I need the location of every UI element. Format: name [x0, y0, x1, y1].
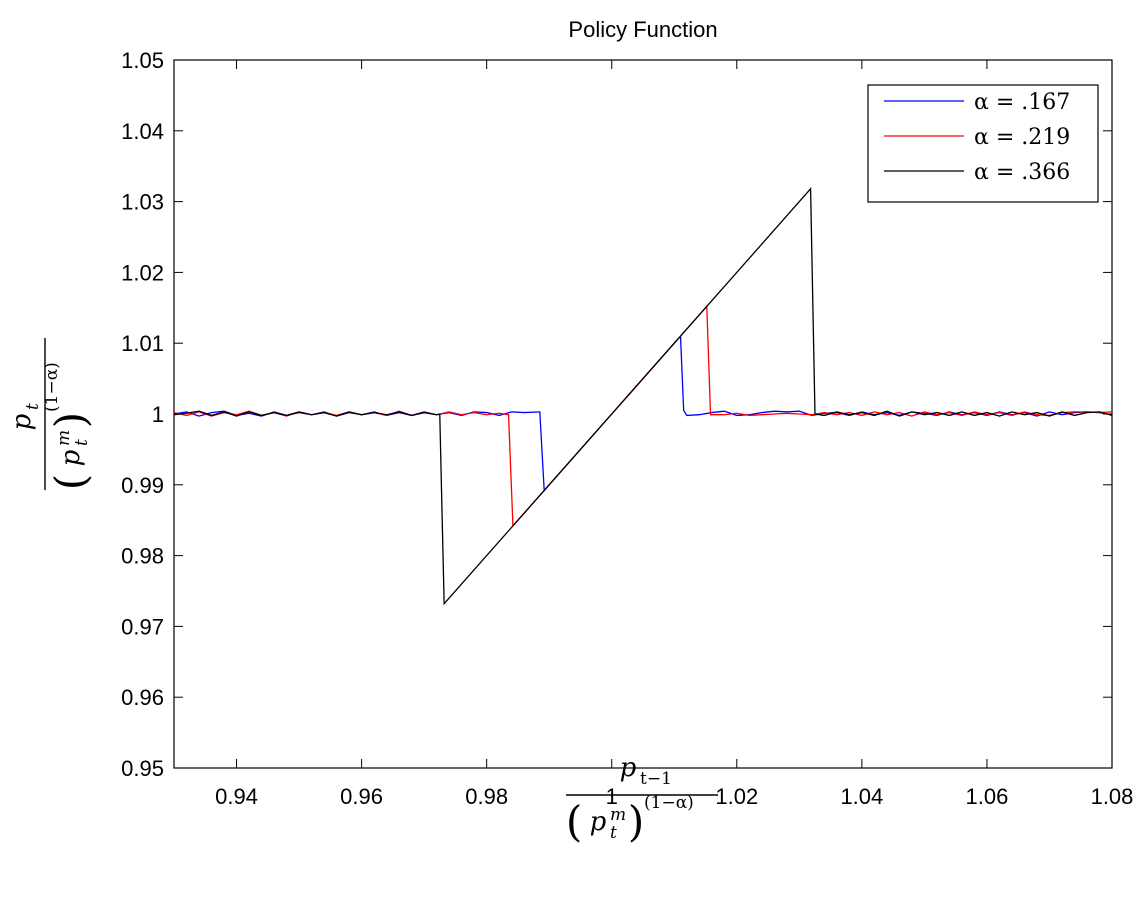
ylabel-numerator: p	[7, 413, 37, 430]
xlabel-denominator-sup: m	[610, 805, 626, 825]
x-tick-label: 0.96	[340, 784, 383, 809]
x-tick-label: 0.98	[465, 784, 508, 809]
ylabel-denominator-sup: m	[54, 430, 74, 446]
ylabel-denominator-sub: t	[72, 439, 92, 446]
xlabel-exponent: (1−α)	[644, 793, 694, 813]
ylabel-numerator-sub: t	[23, 403, 43, 410]
x-tick-label: 1.04	[840, 784, 883, 809]
series-line-2	[173, 304, 1113, 528]
legend-label-3: α = .366	[974, 160, 1070, 185]
x-tick-label: 1	[606, 784, 618, 809]
ylabel-exponent: (1−α)	[42, 362, 62, 412]
x-tick-labels: 0.94 0.96 0.98 1 1.02 1.04 1.06 1.08	[215, 784, 1133, 809]
ylabel-right-paren: )	[46, 412, 95, 428]
y-tick-label: 0.95	[121, 756, 164, 781]
ylabel-denominator-base: p	[56, 449, 86, 466]
xlabel-numerator-sub: t−1	[640, 769, 672, 789]
xlabel-denominator-base: p	[590, 807, 607, 837]
legend-box	[867, 84, 1099, 203]
xlabel-left-paren: (	[566, 797, 582, 846]
y-tick-label: 1.05	[121, 48, 164, 73]
y-axis-label: p t ( p m t ) (1−α)	[7, 338, 95, 490]
x-axis-label: p t−1 ( p m t ) (1−α)	[566, 753, 718, 846]
y-tick-label: 0.99	[121, 473, 164, 498]
x-tick-label: 1.08	[1091, 784, 1134, 809]
ylabel-left-paren: (	[46, 474, 95, 490]
xlabel-denominator-sub: t	[610, 823, 617, 843]
plot-area	[173, 59, 1113, 769]
legend-label-2: α = .219	[974, 125, 1070, 150]
x-tick-label: 1.02	[715, 784, 758, 809]
ticks-layer	[174, 59, 1113, 769]
xlabel-right-paren: )	[628, 797, 644, 846]
y-tick-label: 0.97	[121, 614, 164, 639]
series-layer	[173, 187, 1113, 606]
y-tick-label: 1.01	[121, 331, 164, 356]
x-tick-label: 1.06	[966, 784, 1009, 809]
y-tick-label: 1.04	[121, 119, 164, 144]
y-tick-label: 1.02	[121, 260, 164, 285]
legend-label-1: α = .167	[974, 90, 1070, 115]
x-tick-label: 0.94	[215, 784, 258, 809]
y-tick-label: 0.98	[121, 544, 164, 569]
series-line-3	[173, 187, 1113, 606]
y-tick-label: 1.03	[121, 190, 164, 215]
y-tick-label: 1	[152, 402, 164, 427]
y-tick-label: 0.96	[121, 685, 164, 710]
y-tick-labels: 0.95 0.96 0.97 0.98 0.99 1 1.01 1.02 1.03 1.04 1.0…	[121, 48, 164, 781]
xlabel-numerator: p	[620, 753, 637, 783]
legend-items: α = .167 α = .219 α = .366	[884, 90, 1070, 185]
chart-title: Policy Function	[568, 17, 717, 42]
legend: α = .167 α = .219 α = .366	[867, 84, 1099, 203]
